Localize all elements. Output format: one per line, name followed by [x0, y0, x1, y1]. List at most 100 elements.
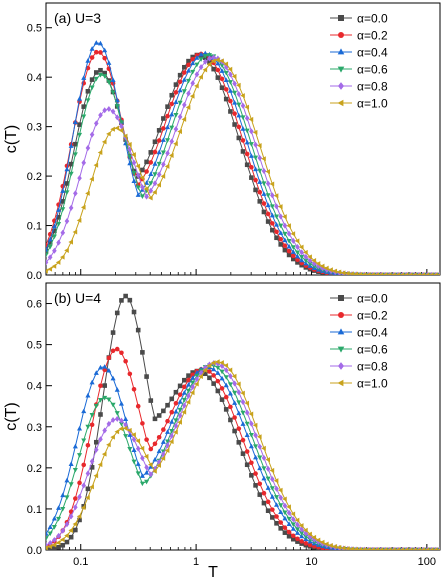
data-point: [177, 399, 183, 404]
data-point: [106, 80, 112, 85]
data-point: [119, 123, 124, 130]
data-point: [165, 104, 170, 109]
data-point: [290, 526, 296, 531]
data-point: [81, 114, 87, 120]
data-point: [311, 264, 317, 269]
data-point: [93, 120, 99, 127]
data-point: [437, 548, 440, 550]
data-point: [303, 253, 309, 260]
data-point: [277, 487, 283, 493]
data-point: [244, 115, 250, 122]
data-point: [416, 272, 421, 275]
data-point: [148, 181, 154, 186]
data-point: [403, 272, 409, 275]
data-point: [156, 434, 162, 440]
data-point: [253, 432, 258, 439]
data-point: [249, 175, 254, 180]
legend-label: α=0.8: [357, 360, 388, 374]
data-point: [127, 146, 133, 153]
data-point: [270, 476, 275, 483]
data-point: [407, 547, 413, 550]
data-point: [286, 516, 292, 522]
data-point: [311, 258, 317, 264]
data-point: [282, 515, 288, 521]
data-point: [299, 255, 305, 260]
data-point: [391, 547, 396, 550]
data-point: [156, 182, 162, 188]
data-point: [72, 119, 78, 124]
data-point: [119, 350, 124, 356]
data-point: [144, 374, 149, 379]
data-point: [206, 61, 212, 67]
data-point: [148, 160, 154, 165]
data-point: [97, 462, 103, 468]
data-point: [114, 411, 120, 416]
data-point: [119, 417, 124, 424]
data-point: [173, 422, 179, 429]
data-point: [173, 400, 179, 406]
data-point: [89, 176, 94, 182]
data-point: [286, 533, 292, 539]
data-point: [161, 116, 166, 121]
data-point: [68, 482, 74, 487]
data-point: [60, 506, 66, 512]
data-point: [244, 104, 250, 110]
data-point: [340, 270, 346, 275]
data-point: [85, 98, 91, 103]
data-point: [319, 539, 325, 545]
data-point: [64, 521, 70, 528]
legend-marker: [338, 82, 344, 90]
data-point: [307, 542, 313, 548]
data-point: [152, 441, 158, 447]
data-point: [244, 462, 250, 468]
data-point: [64, 218, 70, 225]
data-point: [194, 376, 200, 383]
data-point: [106, 355, 112, 361]
data-point: [437, 273, 440, 275]
data-point: [93, 473, 99, 479]
data-point: [185, 399, 191, 405]
data-point: [181, 390, 187, 395]
data-point: [328, 542, 333, 549]
data-point: [299, 539, 304, 544]
data-point: [47, 254, 53, 261]
data-point: [236, 82, 241, 88]
data-point: [294, 250, 301, 256]
data-point: [353, 271, 359, 275]
data-point: [177, 383, 183, 389]
legend-marker: [338, 295, 344, 301]
data-point: [211, 366, 217, 372]
data-point: [93, 40, 99, 45]
data-point: [165, 418, 170, 424]
data-point: [403, 547, 409, 550]
data-point: [173, 141, 178, 147]
data-point: [336, 544, 342, 550]
data-point: [144, 159, 149, 165]
data-point: [270, 192, 275, 199]
data-point: [51, 542, 57, 548]
data-point: [135, 471, 141, 476]
data-point: [295, 539, 300, 544]
data-point: [412, 272, 417, 275]
data-point: [177, 392, 183, 397]
data-point: [89, 85, 95, 91]
data-point: [185, 78, 192, 84]
data-point: [185, 67, 192, 73]
data-point: [282, 214, 287, 220]
data-point: [257, 492, 263, 497]
data-point: [156, 149, 162, 155]
data-point: [315, 537, 321, 543]
data-point: [219, 68, 225, 73]
data-point: [265, 169, 270, 175]
data-point: [123, 293, 128, 299]
data-point: [135, 438, 141, 444]
data-point: [164, 163, 170, 169]
data-point: [51, 515, 57, 521]
data-point: [257, 189, 263, 195]
x-tick-label: 0.1: [73, 556, 88, 568]
data-point: [139, 194, 145, 199]
data-point: [299, 533, 305, 539]
data-point: [177, 419, 182, 425]
data-point: [102, 74, 108, 79]
data-point: [274, 485, 279, 492]
